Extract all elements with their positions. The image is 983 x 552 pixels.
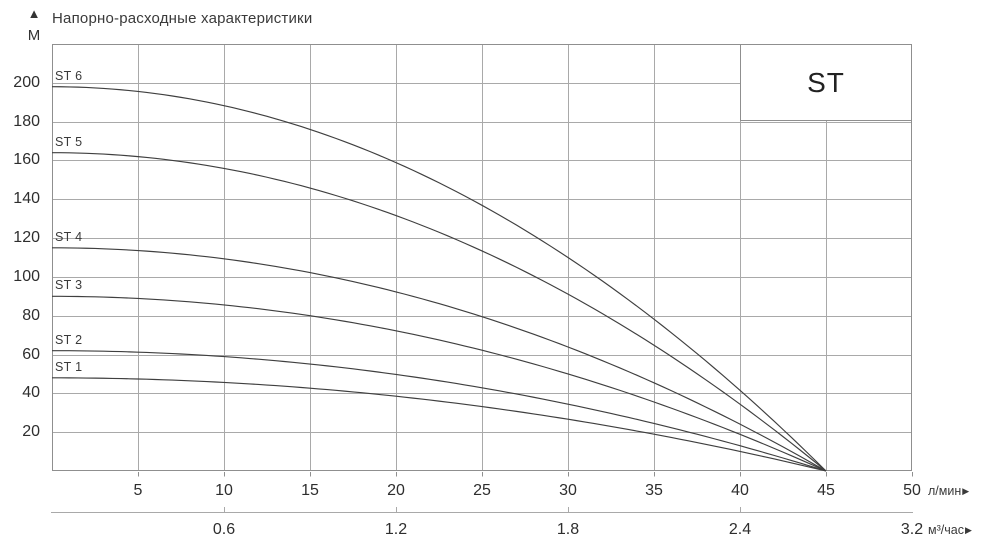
x-tick-label-5: 5 (133, 482, 143, 499)
y-tick-label-80: 80 (22, 306, 40, 324)
y-tick-label-40: 40 (22, 384, 40, 402)
x-tick-label-45: 45 (817, 482, 835, 499)
secondary-x-axis (51, 507, 913, 513)
y-tick-label-140: 140 (13, 190, 40, 208)
curve-label-st-2: ST 2 (55, 332, 83, 347)
y-tick-label-60: 60 (22, 345, 40, 363)
x-tick-label-35: 35 (645, 482, 663, 499)
x-tick-label-20: 20 (387, 482, 405, 499)
curve-label-st-5: ST 5 (55, 134, 83, 149)
curve-label-st-4: ST 4 (55, 229, 83, 244)
x2-tick-label-1.2: 1.2 (384, 521, 408, 538)
x-axis-unit-label: л/мин▶ (928, 484, 970, 498)
curve-st-3 (51, 295, 827, 472)
y-tick-label-160: 160 (13, 151, 40, 169)
y-axis-arrow-icon: ▲ (27, 6, 41, 21)
x2-tick-label-3.2: 3.2 (900, 521, 924, 538)
series-family-label: ST (807, 66, 845, 98)
curve-label-st-6: ST 6 (55, 68, 83, 83)
right-arrow-icon: ▶ (964, 525, 972, 535)
chart-title: Напорно-расходные характеристики (52, 10, 313, 27)
curve-st-1 (51, 377, 827, 472)
curve-label-st-3: ST 3 (55, 278, 83, 293)
y-axis-unit-label: М (27, 27, 41, 44)
curve-st-5 (51, 152, 827, 472)
x-tick-label-15: 15 (301, 482, 319, 499)
x2-tick-label-1.8: 1.8 (556, 521, 580, 538)
curve-label-st-1: ST 1 (55, 359, 83, 374)
x-tick-label-10: 10 (215, 482, 233, 499)
x-axis-ticks (138, 472, 913, 477)
right-arrow-icon: ▶ (962, 486, 970, 496)
y-tick-label-20: 20 (22, 423, 40, 441)
curve-st-4 (51, 247, 827, 472)
curve-st-6 (51, 86, 827, 472)
secondary-x-axis-unit-label: м³/час▶ (928, 523, 972, 537)
x2-tick-label-0.6: 0.6 (212, 521, 236, 538)
x2-tick-label-2.4: 2.4 (728, 521, 752, 538)
y-tick-label-180: 180 (13, 112, 40, 130)
x-tick-label-30: 30 (559, 482, 577, 499)
x-tick-label-50: 50 (903, 482, 921, 499)
series-family-legend-box: ST (740, 44, 912, 121)
y-tick-label-100: 100 (13, 267, 40, 285)
x-tick-label-40: 40 (731, 482, 749, 499)
y-tick-label-200: 200 (13, 73, 40, 91)
x-tick-label-25: 25 (473, 482, 491, 499)
plot-frame (51, 43, 913, 472)
curve-st-2 (51, 350, 827, 472)
y-tick-label-120: 120 (13, 229, 40, 247)
